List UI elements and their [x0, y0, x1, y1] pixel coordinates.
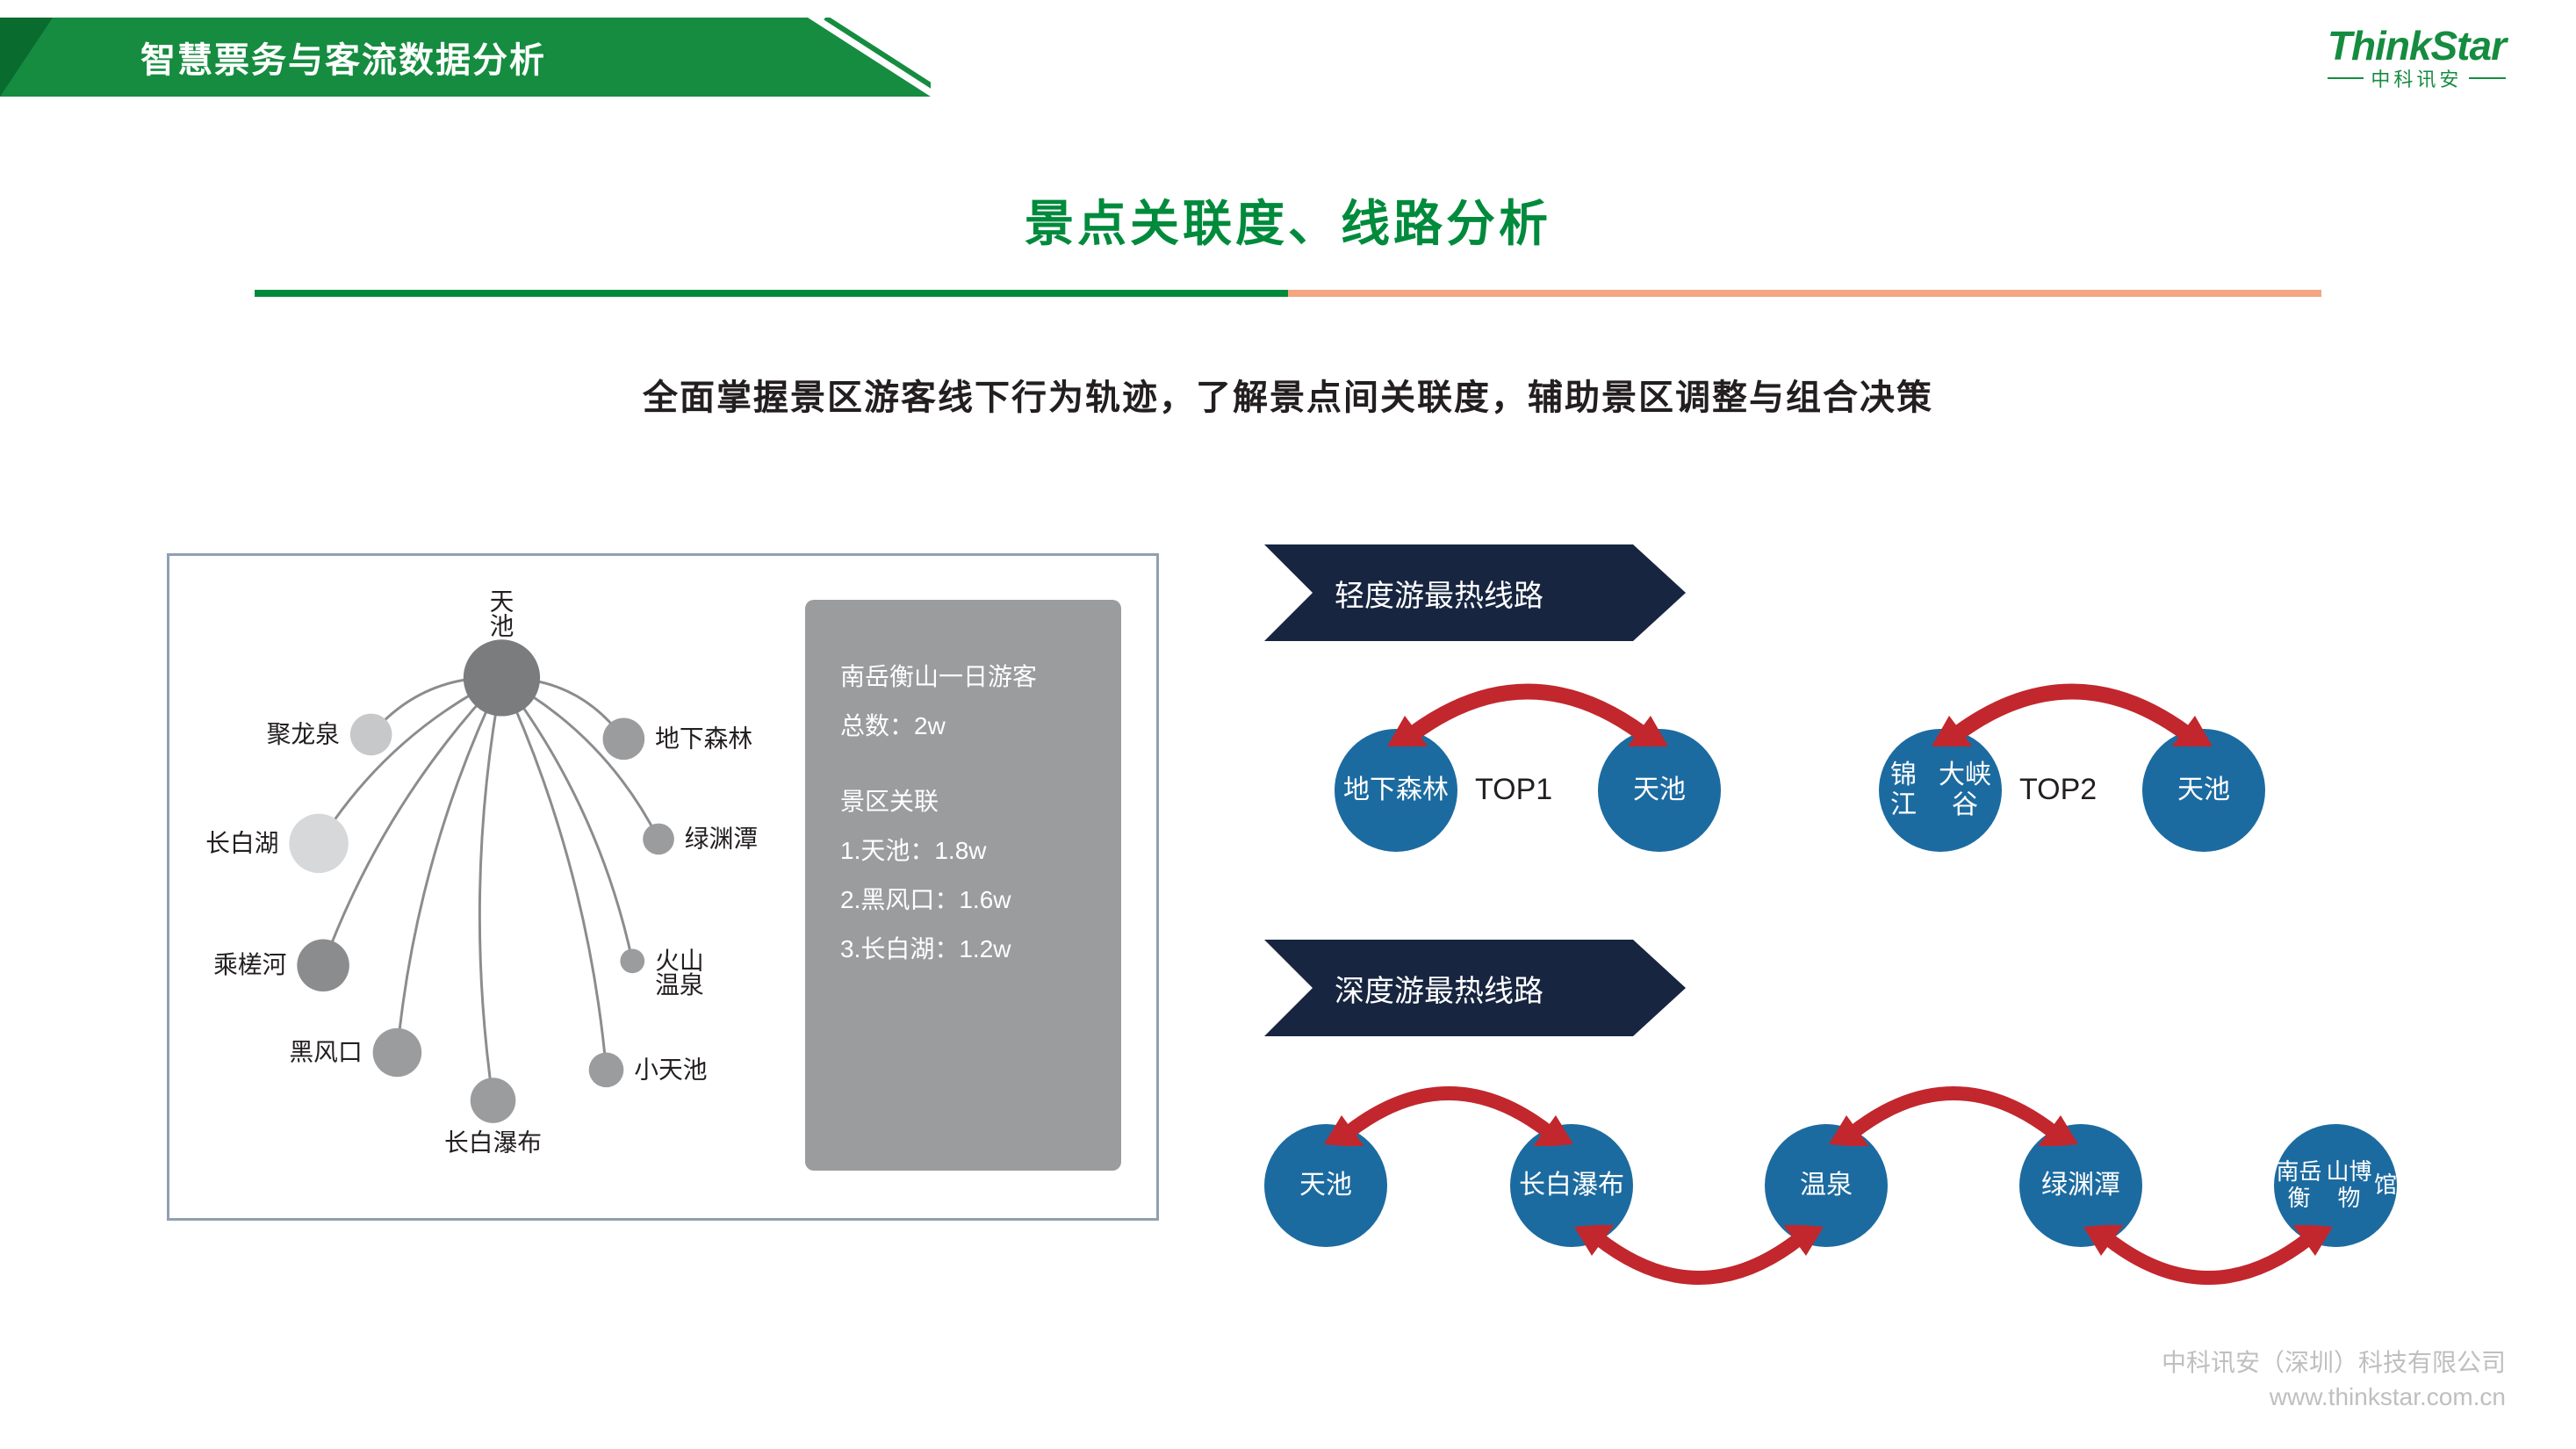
logo-main: ThinkStar	[2328, 22, 2506, 69]
network-panel: 天池聚龙泉 地下森林长白湖 绿渊潭乘槎河 火山温泉黑风口小天池长白瀑布 南岳衡山一日游…	[167, 553, 1159, 1221]
svg-text:乘槎河: 乘槎河	[213, 951, 286, 978]
svg-text:绿渊潭: 绿渊潭	[685, 825, 758, 852]
svg-text:长白瀑布: 长白瀑布	[444, 1129, 542, 1157]
deep-arrow-3	[2068, 1225, 2349, 1304]
route-node-jinjiang: 锦江大峡谷	[1879, 729, 2002, 852]
route-node-tianchi-2: 天池	[2142, 729, 2265, 852]
info-line2: 总数：2w	[840, 702, 1086, 751]
svg-text:小天池: 小天池	[634, 1056, 707, 1083]
svg-text:火山温泉: 火山温泉	[655, 947, 704, 998]
svg-text:天池: 天池	[490, 588, 514, 640]
banner-deep-label: 深度游最热线路	[1335, 967, 1543, 1010]
svg-text:黑风口: 黑风口	[289, 1038, 362, 1065]
info-item3: 3.长白湖：1.2w	[840, 925, 1086, 974]
divider-orange	[1288, 290, 2321, 297]
route-node-tianchi-1: 天池	[1598, 729, 1721, 852]
svg-text:地下森林: 地下森林	[655, 724, 752, 752]
banner-deep-route: 深度游最热线路	[1264, 940, 1686, 1036]
info-item1: 1.天池：1.8w	[840, 826, 1086, 876]
curve-arrow-top2	[1914, 667, 2230, 746]
svg-text:聚龙泉: 聚龙泉	[267, 720, 340, 747]
route-node-dixiasenlin: 地下森林	[1335, 729, 1457, 852]
divider	[255, 290, 2321, 297]
top2-label: TOP2	[2019, 773, 2097, 807]
info-line1: 南岳衡山一日游客	[840, 652, 1086, 702]
info-box: 南岳衡山一日游客 总数：2w 景区关联 1.天池：1.8w 2.黑风口：1.6w…	[805, 600, 1121, 1171]
banner-light-label: 轻度游最热线路	[1335, 572, 1543, 615]
header-title: 智慧票务与客流数据分析	[140, 32, 546, 83]
top1-label: TOP1	[1475, 773, 1552, 807]
info-item2: 2.黑风口：1.6w	[840, 876, 1086, 925]
footer-company: 中科讯安（深圳）科技有限公司	[2162, 1345, 2506, 1380]
curve-arrow-top1	[1370, 667, 1686, 746]
header-ribbon: 智慧票务与客流数据分析	[0, 18, 546, 97]
logo: ThinkStar 中科讯安	[2328, 22, 2506, 92]
subtitle: 全面掌握景区游客线下行为轨迹，了解景点间关联度，辅助景区调整与组合决策	[0, 369, 2576, 420]
deep-arrow-2	[1813, 1067, 2094, 1146]
deep-arrow-0	[1308, 1067, 1589, 1146]
main-title: 景点关联度、线路分析	[0, 184, 2576, 256]
deep-arrow-1	[1558, 1225, 1839, 1304]
info-heading: 景区关联	[840, 777, 1086, 826]
footer-url: www.thinkstar.com.cn	[2162, 1380, 2506, 1414]
footer: 中科讯安（深圳）科技有限公司 www.thinkstar.com.cn	[2162, 1345, 2506, 1414]
divider-green	[255, 290, 1288, 297]
banner-light-route: 轻度游最热线路	[1264, 544, 1686, 641]
svg-text:长白湖: 长白湖	[205, 829, 278, 856]
